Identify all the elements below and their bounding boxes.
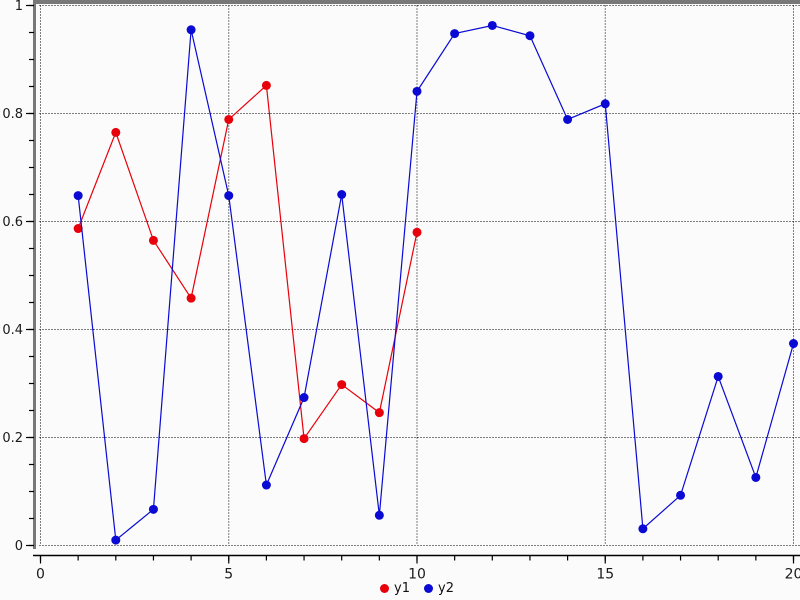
- legend-item-y2: y2: [424, 581, 454, 596]
- data-point-y1: [374, 408, 384, 418]
- legend-label-y1: y1: [394, 581, 410, 596]
- legend-label-y2: y2: [438, 581, 454, 596]
- data-point-y2: [224, 191, 234, 201]
- data-point-y2: [525, 31, 535, 41]
- legend: y1 y2: [34, 581, 800, 596]
- y-tick-label: 0.6: [2, 215, 23, 230]
- x-tick-label: 10: [408, 567, 426, 583]
- legend-marker-y1-icon: [380, 584, 390, 593]
- data-point-y2: [73, 191, 83, 201]
- y-tick-label: 0: [15, 539, 23, 554]
- data-point-y1: [224, 114, 234, 124]
- y-tick-label: 0.8: [2, 107, 23, 122]
- y-tick-label: 1: [15, 0, 23, 14]
- data-point-y2: [450, 29, 460, 39]
- data-point-y2: [299, 393, 309, 403]
- data-point-y2: [261, 480, 271, 490]
- data-point-y2: [676, 490, 686, 500]
- data-point-y2: [412, 86, 422, 96]
- x-tick-label: 0: [36, 567, 45, 583]
- x-tick-label: 20: [785, 567, 800, 583]
- series-group: [73, 20, 798, 545]
- series-line-y1: [77, 84, 418, 441]
- data-point-y1: [337, 380, 347, 390]
- axes: 0 5 10 15 20 0 0.2 0.4 0.6 0.8 1: [2, 0, 800, 583]
- data-point-y2: [374, 510, 384, 520]
- y-tick-label: 0.4: [2, 323, 23, 338]
- plot-frame: [33, 0, 800, 549]
- series-y1: [73, 80, 422, 444]
- series-y2: [73, 20, 798, 545]
- data-point-y2: [186, 25, 196, 35]
- data-point-y1: [111, 127, 121, 137]
- frame-left: [33, 0, 36, 549]
- data-point-y1: [186, 293, 196, 303]
- data-point-y1: [412, 227, 422, 237]
- data-point-y1: [261, 80, 271, 90]
- data-point-y1: [148, 235, 158, 245]
- y-tick-label: 0.2: [2, 431, 23, 446]
- x-tick-label: 15: [596, 567, 614, 583]
- data-point-y2: [487, 20, 497, 30]
- x-tick-label: 5: [224, 567, 233, 583]
- data-point-y2: [789, 339, 798, 349]
- frame-top: [33, 0, 800, 4]
- data-point-y2: [111, 535, 121, 545]
- data-point-y2: [638, 524, 648, 534]
- legend-item-y1: y1: [380, 581, 410, 596]
- data-point-y2: [600, 99, 610, 109]
- data-point-y2: [751, 472, 761, 482]
- data-point-y2: [563, 114, 573, 124]
- legend-marker-y2-icon: [424, 584, 433, 593]
- data-point-y2: [148, 504, 158, 514]
- data-point-y1: [73, 224, 83, 234]
- data-point-y1: [299, 434, 309, 444]
- data-point-y2: [713, 371, 723, 381]
- data-point-y2: [337, 190, 347, 199]
- series-line-y2: [77, 24, 795, 542]
